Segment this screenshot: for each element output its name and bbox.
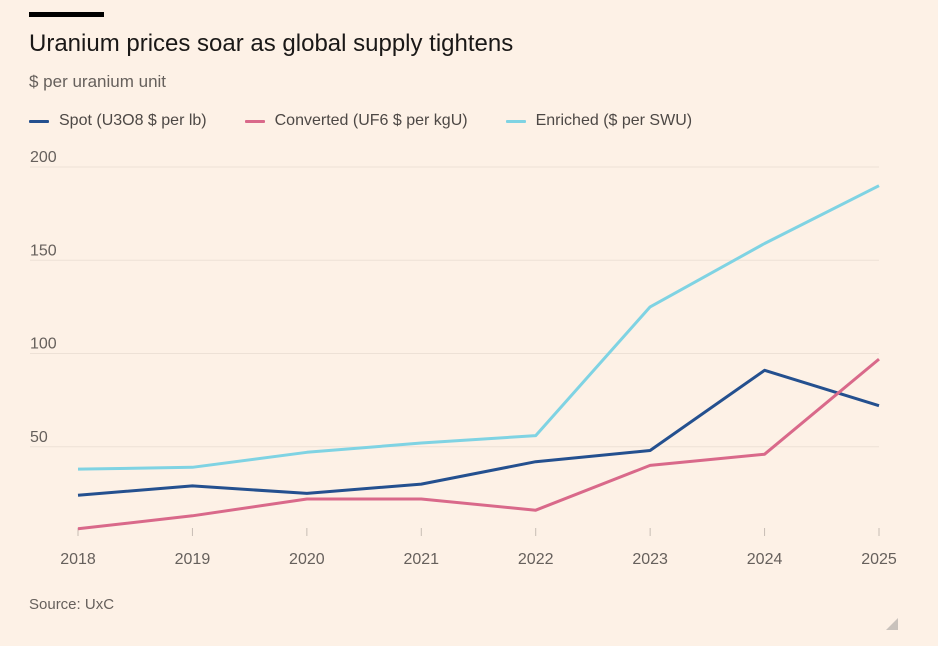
series-line-spot <box>77 368 880 497</box>
series-line-enriched <box>77 184 880 471</box>
x-tick-label-2024: 2024 <box>747 551 783 568</box>
legend-swatch-spot <box>29 119 49 123</box>
y-tick-label-100: 100 <box>30 336 57 353</box>
legend-swatch-converted <box>244 119 265 123</box>
legend-label-spot: Spot (U3O8 $ per lb) <box>59 112 207 129</box>
legend-item-enriched: Enriched ($ per SWU) <box>505 112 693 130</box>
x-tick-label-2019: 2019 <box>175 551 211 568</box>
series-line-converted <box>77 357 880 531</box>
header-accent-bar <box>29 12 104 17</box>
x-tick-label-2018: 2018 <box>60 551 96 568</box>
legend: Spot (U3O8 $ per lb) Converted (UF6 $ pe… <box>29 112 692 130</box>
y-tick-label-150: 150 <box>30 242 57 259</box>
legend-item-converted: Converted (UF6 $ per kgU) <box>244 112 468 130</box>
x-tick-label-2020: 2020 <box>289 551 325 568</box>
legend-item-spot: Spot (U3O8 $ per lb) <box>29 112 207 130</box>
source-note: Source: UxC <box>29 596 115 613</box>
chart-title: Uranium prices soar as global supply tig… <box>29 30 514 57</box>
y-tick-label-50: 50 <box>30 429 48 446</box>
x-tick-label-2022: 2022 <box>518 551 554 568</box>
legend-label-enriched: Enriched ($ per SWU) <box>535 112 693 129</box>
x-tick-label-2025: 2025 <box>861 551 897 568</box>
x-tick-label-2023: 2023 <box>632 551 668 568</box>
legend-swatch-enriched <box>505 119 526 123</box>
legend-label-converted: Converted (UF6 $ per kgU) <box>274 112 468 129</box>
x-tick-label-2021: 2021 <box>403 551 439 568</box>
resize-corner-icon <box>886 618 898 630</box>
chart-subtitle: $ per uranium unit <box>29 72 167 91</box>
y-tick-label-200: 200 <box>30 149 57 166</box>
